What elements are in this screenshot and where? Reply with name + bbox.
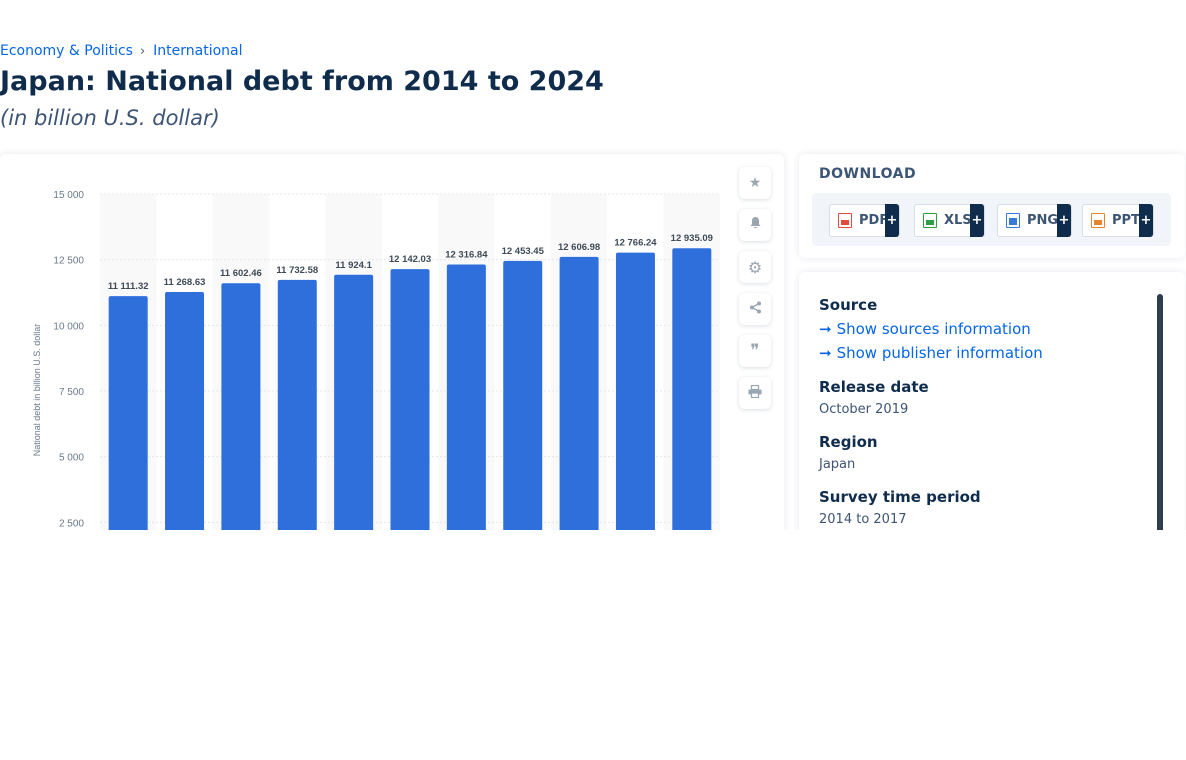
bar-2018 (334, 274, 374, 544)
data-label: 12 935.09 (671, 233, 713, 244)
bar-2019 (390, 269, 430, 544)
release-date-value: October 2019 (819, 402, 909, 417)
scrollbar[interactable] (1157, 294, 1163, 534)
download-ppt-label: PPT (1112, 213, 1140, 228)
bar-2022 (559, 256, 599, 544)
data-label: 12 142.03 (389, 254, 431, 265)
breadcrumb-economy-politics[interactable]: Economy & Politics (0, 43, 133, 59)
download-pdf-label: PDF (859, 213, 889, 228)
star-icon: ★ (748, 175, 762, 191)
survey-period-value: 2014 to 2017 (819, 512, 907, 527)
chart-toolbar: ★ ⚙ ❞ (739, 167, 771, 419)
download-title: DOWNLOAD (819, 166, 917, 182)
download-xls-plus: + (970, 204, 984, 237)
favorite-button[interactable]: ★ (739, 167, 771, 199)
breadcrumb: Economy & Politics › International (0, 43, 243, 59)
data-label: 11 111.32 (108, 281, 149, 292)
y-tick-label: 2 500 (59, 518, 84, 529)
page-background (0, 530, 1186, 760)
arrow-right-icon: ➞ (819, 320, 832, 338)
print-icon (748, 384, 762, 402)
data-label: 11 602.46 (220, 268, 262, 279)
chart-card: 2 500 5 000 7 500 10 000 12 500 15 000 11 111… (0, 154, 784, 544)
print-button[interactable] (739, 377, 771, 409)
y-tick-label: 7 500 (59, 387, 84, 398)
breadcrumb-separator: › (139, 43, 146, 59)
y-tick-label: 12 500 (53, 256, 84, 267)
survey-period-heading: Survey time period (819, 488, 981, 506)
data-label: 11 732.58 (276, 265, 318, 276)
region-heading: Region (819, 433, 878, 451)
page-subtitle: (in billion U.S. dollar) (0, 106, 220, 130)
bar-2024 (672, 248, 712, 544)
bar-2015 (165, 292, 205, 544)
ppt-file-icon (1091, 213, 1105, 228)
page-title: Japan: National debt from 2014 to 2024 (0, 66, 604, 97)
download-ppt-plus: + (1139, 204, 1153, 237)
bar-2020 (446, 264, 486, 544)
download-buttons: PDF + XLS + PNG + PPT + (812, 193, 1171, 246)
bar-2021 (503, 260, 543, 544)
download-png-label: PNG (1027, 213, 1059, 228)
source-heading: Source (819, 296, 878, 314)
data-label: 12 606.98 (558, 242, 600, 253)
y-tick-label: 10 000 (53, 321, 84, 332)
share-icon (749, 301, 762, 318)
download-ppt-button[interactable]: PPT + (1082, 204, 1154, 237)
png-file-icon (1006, 213, 1020, 228)
download-png-plus: + (1057, 204, 1071, 237)
y-axis-label: National debt in billion U.S. dollar (32, 324, 42, 457)
show-publisher-link[interactable]: ➞ Show publisher information (819, 344, 1043, 362)
y-tick-label: 15 000 (53, 190, 84, 201)
settings-button[interactable]: ⚙ (739, 251, 771, 283)
data-label: 12 453.45 (502, 246, 545, 257)
bar-chart: 2 500 5 000 7 500 10 000 12 500 15 000 11 111… (32, 190, 720, 544)
y-tick-label: 5 000 (59, 453, 84, 464)
arrow-right-icon: ➞ (819, 344, 832, 362)
cite-button[interactable]: ❞ (739, 335, 771, 367)
download-png-button[interactable]: PNG + (997, 204, 1072, 237)
breadcrumb-international[interactable]: International (153, 43, 243, 59)
download-xls-button[interactable]: XLS + (914, 204, 985, 237)
region-value: Japan (819, 457, 856, 472)
download-xls-label: XLS (944, 213, 972, 228)
data-label: 11 268.63 (164, 277, 206, 288)
gear-icon: ⚙ (747, 257, 763, 277)
download-panel: DOWNLOAD PDF + XLS + PNG + PPT + (799, 154, 1185, 258)
quote-icon: ❞ (750, 341, 760, 361)
show-sources-link[interactable]: ➞ Show sources information (819, 320, 1031, 338)
download-pdf-plus: + (885, 204, 899, 237)
data-label: 12 766.24 (614, 238, 657, 249)
bell-icon (749, 216, 762, 234)
bar-2023 (615, 252, 655, 544)
share-button[interactable] (739, 293, 771, 325)
data-label: 12 316.84 (445, 249, 488, 260)
show-sources-label: Show sources information (836, 320, 1031, 338)
release-date-heading: Release date (819, 378, 929, 396)
show-publisher-label: Show publisher information (836, 344, 1043, 362)
download-pdf-button[interactable]: PDF + (829, 204, 900, 237)
data-label: 11 924.1 (335, 260, 372, 271)
bar-2014 (108, 296, 148, 544)
pdf-file-icon (838, 213, 852, 228)
bar-2017 (277, 279, 317, 544)
xls-file-icon (923, 213, 937, 228)
statistic-details-panel: Source ➞ Show sources information ➞ Show p… (799, 272, 1185, 544)
notification-button[interactable] (739, 209, 771, 241)
bar-2016 (221, 283, 261, 544)
